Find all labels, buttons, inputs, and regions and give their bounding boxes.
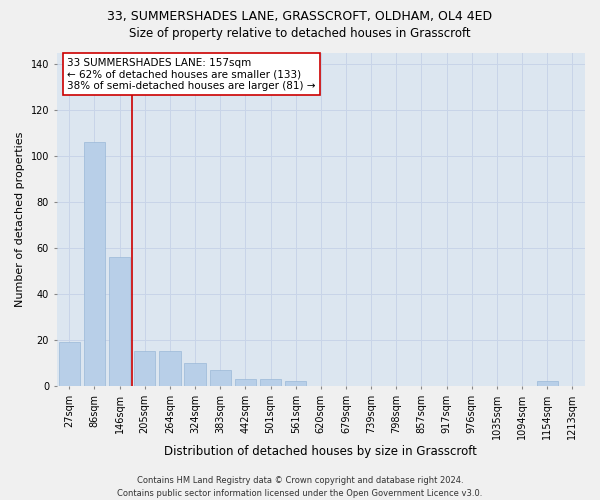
Bar [209, 370, 231, 386]
Bar [260, 379, 281, 386]
Y-axis label: Number of detached properties: Number of detached properties [15, 132, 25, 307]
Bar [159, 352, 181, 386]
Bar [235, 379, 256, 386]
Bar [109, 257, 130, 386]
X-axis label: Distribution of detached houses by size in Grasscroft: Distribution of detached houses by size … [164, 444, 477, 458]
Bar [84, 142, 105, 386]
Bar [536, 382, 558, 386]
Text: 33, SUMMERSHADES LANE, GRASSCROFT, OLDHAM, OL4 4ED: 33, SUMMERSHADES LANE, GRASSCROFT, OLDHA… [107, 10, 493, 23]
Text: Contains HM Land Registry data © Crown copyright and database right 2024.
Contai: Contains HM Land Registry data © Crown c… [118, 476, 482, 498]
Bar [59, 342, 80, 386]
Text: 33 SUMMERSHADES LANE: 157sqm
← 62% of detached houses are smaller (133)
38% of s: 33 SUMMERSHADES LANE: 157sqm ← 62% of de… [67, 58, 316, 90]
Bar [184, 363, 206, 386]
Text: Size of property relative to detached houses in Grasscroft: Size of property relative to detached ho… [129, 28, 471, 40]
Bar [285, 382, 307, 386]
Bar [134, 352, 155, 386]
